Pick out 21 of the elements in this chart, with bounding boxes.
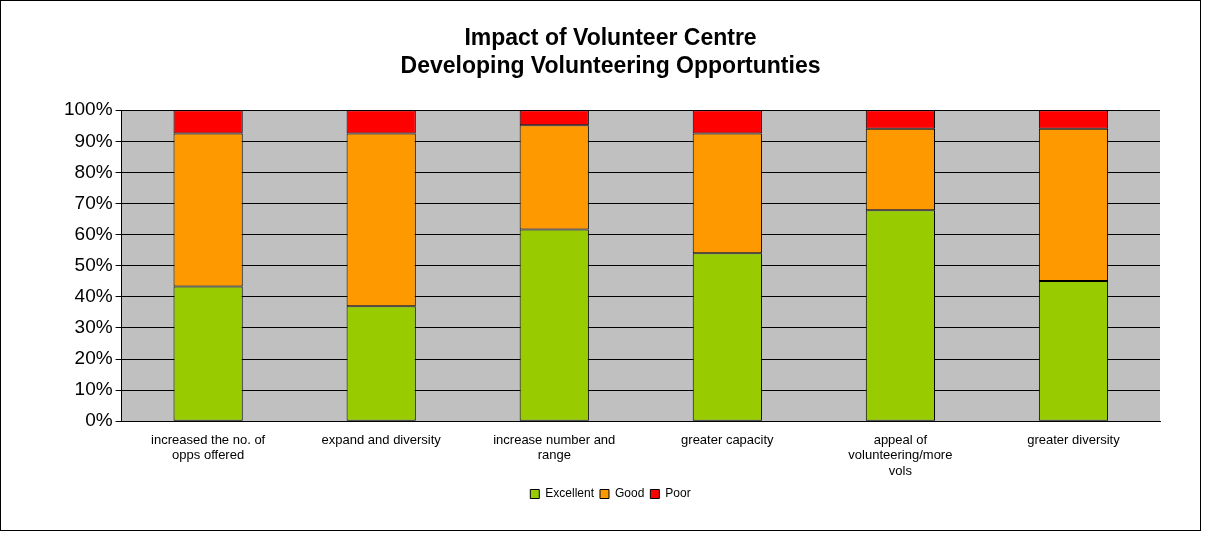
x-tick-label: appeal of volunteering/more vols: [848, 431, 953, 478]
x-tick-label: expand and diversity: [321, 431, 442, 447]
y-tick-label: 30%: [74, 316, 113, 338]
x-tick-label: greater diversity: [1027, 431, 1121, 447]
y-tick-label: 80%: [74, 160, 113, 182]
y-tick-label: 40%: [74, 285, 113, 307]
y-tick-label: 90%: [74, 129, 113, 151]
y-tick-label: 10%: [74, 378, 113, 400]
y-tick-label: 60%: [74, 222, 113, 244]
y-tick-label: 70%: [74, 191, 113, 213]
x-tick-label: increased the no. of opps offered: [151, 431, 266, 463]
legend-label: Excellent: [545, 486, 595, 501]
y-tick-label: 100%: [63, 98, 113, 120]
x-tick-label: greater capacity: [681, 431, 775, 447]
y-tick-label: 50%: [74, 253, 113, 275]
legend-label: Good: [614, 486, 645, 501]
y-tick-label: 20%: [74, 347, 113, 369]
x-tick-label: increase number and range: [493, 431, 616, 463]
y-tick-label: 0%: [85, 409, 113, 431]
chart-title: Impact of Volunteer Centre Developing Volunteering Opportunties: [400, 24, 821, 78]
legend-label: Poor: [665, 486, 691, 501]
